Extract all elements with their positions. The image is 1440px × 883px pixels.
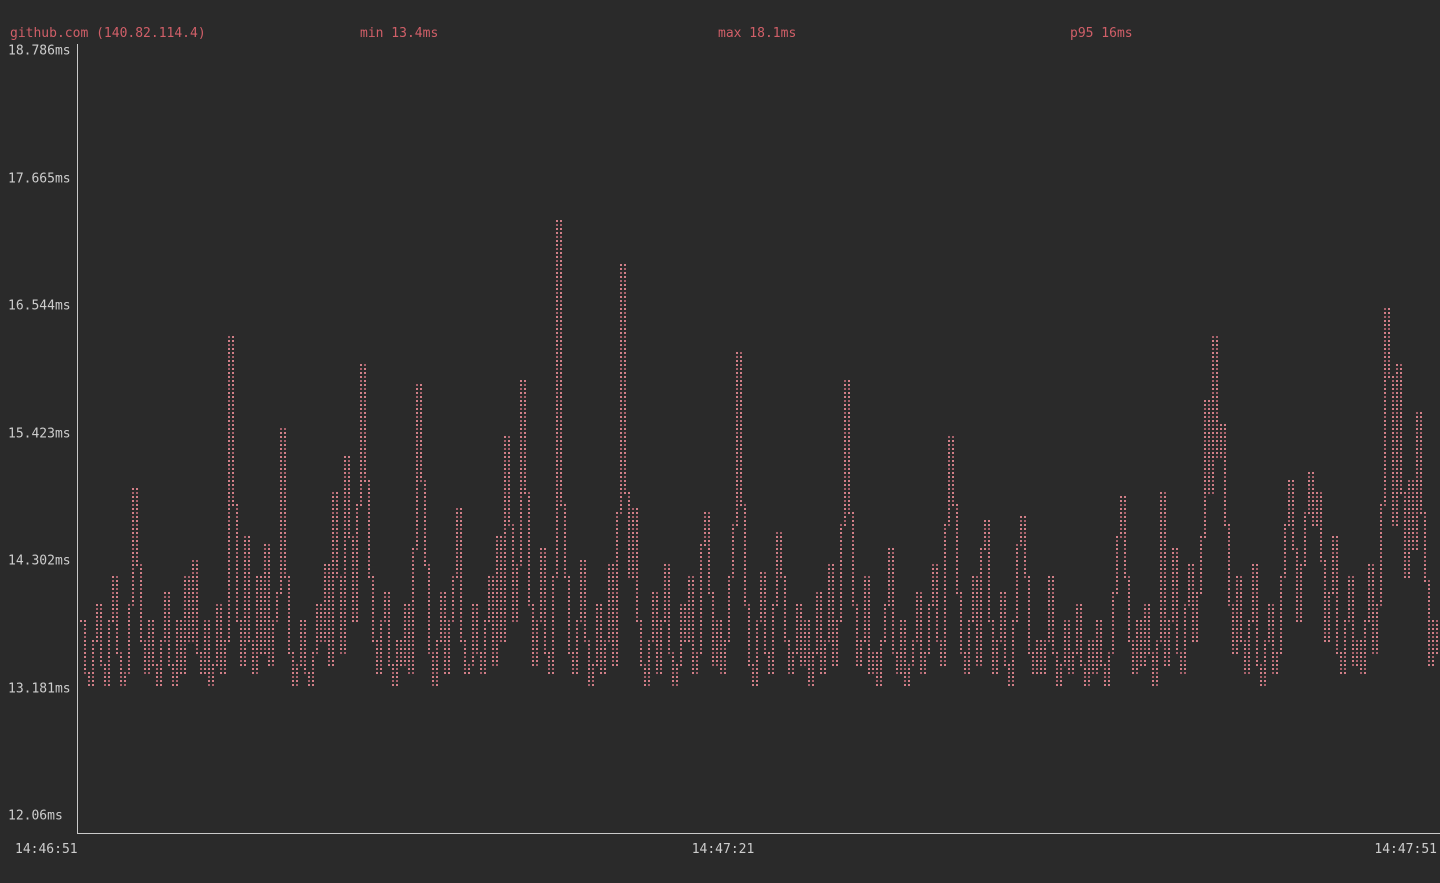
target-host-label: github.com (140.82.114.4) — [10, 26, 206, 41]
stat-p95-label: p95 16ms — [1070, 26, 1133, 41]
x-tick-middle: 14:47:21 — [691, 842, 755, 857]
y-tick-label: 18.786ms — [8, 43, 71, 59]
x-tick-end: 14:47:51 — [1374, 842, 1437, 857]
y-tick-label: 15.423ms — [8, 426, 71, 441]
x-tick-start: 14:46:51 — [15, 842, 78, 857]
stat-min-label: min 13.4ms — [360, 26, 439, 41]
x-axis-line — [77, 833, 1440, 834]
y-tick-label: 16.544ms — [8, 298, 71, 314]
y-axis-line — [77, 44, 78, 833]
y-tick-label: 12.06ms — [8, 808, 63, 824]
y-tick-label: 14.302ms — [8, 553, 71, 569]
y-tick-label: 13.181ms — [8, 681, 71, 696]
y-tick-label: 17.665ms — [8, 171, 71, 186]
stat-max-label: max 18.1ms — [718, 26, 797, 41]
